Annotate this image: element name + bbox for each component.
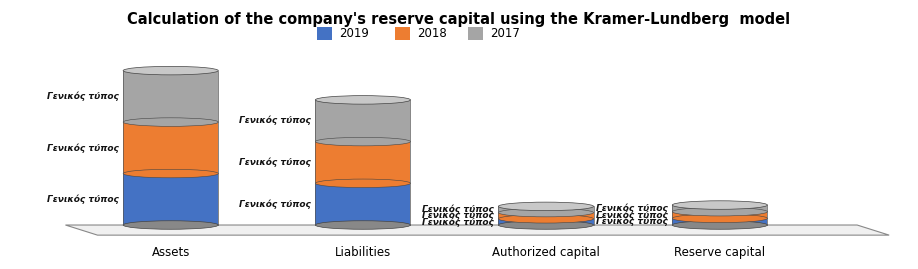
Ellipse shape <box>672 221 767 229</box>
Text: Γενικός τύπος: Γενικός τύπος <box>422 217 494 227</box>
Text: Liabilities: Liabilities <box>335 246 391 259</box>
Text: Γενικός τύπος: Γενικός τύπος <box>47 194 118 204</box>
Ellipse shape <box>123 169 218 178</box>
Polygon shape <box>395 27 409 40</box>
Text: Γενικός τύπος: Γενικός τύπος <box>239 158 310 167</box>
Text: Γενικός τύπος: Γενικός τύπος <box>239 199 310 209</box>
Ellipse shape <box>315 179 410 187</box>
Ellipse shape <box>672 214 767 223</box>
Polygon shape <box>498 213 594 219</box>
Polygon shape <box>315 100 410 141</box>
Ellipse shape <box>315 221 410 229</box>
Polygon shape <box>123 174 218 225</box>
Text: Γενικός τύπος: Γενικός τύπος <box>596 204 667 213</box>
Polygon shape <box>317 27 331 40</box>
Ellipse shape <box>315 96 410 104</box>
Ellipse shape <box>672 207 767 216</box>
Text: Γενικός τύπος: Γενικός τύπος <box>596 210 667 220</box>
Text: 2019: 2019 <box>339 27 369 40</box>
Text: Reserve capital: Reserve capital <box>675 246 766 259</box>
Polygon shape <box>498 206 594 213</box>
Ellipse shape <box>123 221 218 229</box>
Ellipse shape <box>498 208 594 217</box>
Polygon shape <box>123 122 218 174</box>
Polygon shape <box>672 218 767 225</box>
Text: Γενικός τύπος: Γενικός τύπος <box>47 143 118 153</box>
Polygon shape <box>498 219 594 225</box>
Text: 2018: 2018 <box>417 27 447 40</box>
Ellipse shape <box>315 137 410 146</box>
Ellipse shape <box>498 215 594 223</box>
Polygon shape <box>672 212 767 218</box>
Polygon shape <box>315 141 410 183</box>
Ellipse shape <box>498 221 594 229</box>
Ellipse shape <box>123 118 218 126</box>
Polygon shape <box>65 225 890 235</box>
Ellipse shape <box>123 66 218 75</box>
Text: Γενικός τύπος: Γενικός τύπος <box>422 205 494 214</box>
Polygon shape <box>672 205 767 212</box>
Text: 2017: 2017 <box>490 27 520 40</box>
Polygon shape <box>468 27 483 40</box>
Text: Authorized capital: Authorized capital <box>492 246 599 259</box>
Text: Γενικός τύπος: Γενικός τύπος <box>422 211 494 221</box>
Text: Γενικός τύπος: Γενικός τύπος <box>47 91 118 101</box>
Text: Calculation of the company's reserve capital using the Kramer-Lundberg  model: Calculation of the company's reserve cap… <box>128 12 790 27</box>
Text: Assets: Assets <box>151 246 190 259</box>
Ellipse shape <box>498 202 594 211</box>
Polygon shape <box>123 70 218 122</box>
Ellipse shape <box>672 201 767 209</box>
Text: Γενικός τύπος: Γενικός τύπος <box>596 217 667 226</box>
Polygon shape <box>315 183 410 225</box>
Text: Γενικός τύπος: Γενικός τύπος <box>239 116 310 126</box>
